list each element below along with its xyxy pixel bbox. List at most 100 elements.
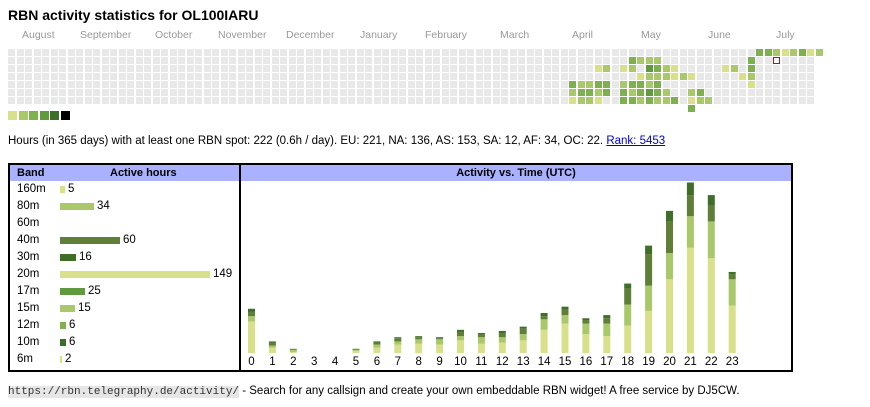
heatmap-cell [237,97,245,104]
heatmap-cell [671,57,678,64]
heatmap-cell [399,97,406,104]
heatmap-cell [229,65,236,72]
hour-bar-segment [728,271,736,275]
heatmap-cell [297,81,304,88]
heatmap-cell [577,57,585,64]
heatmap-cell [144,73,151,80]
heatmap-cell [569,65,576,72]
heatmap-cell [127,89,134,96]
heatmap-cell [416,73,423,80]
heatmap-cell [322,97,330,104]
heatmap-cell [603,89,610,96]
heatmap-cell [220,97,228,104]
heatmap-cell [654,65,661,72]
heatmap-cell [382,65,389,72]
heatmap-cell [756,73,763,80]
hour-bar-segment [457,336,464,341]
heatmap-cell [8,73,15,80]
heatmap-cell [628,73,636,80]
heatmap-cell [331,97,338,104]
band-name: 15m [17,302,40,314]
heatmap-cell [110,57,117,64]
heatmap-cell [348,89,355,96]
heatmap-cell [8,81,15,88]
heatmap-cell [492,81,500,88]
heatmap-cell [543,81,551,88]
rank-link[interactable]: Rank: 5453 [606,135,666,147]
hour-bar-segment [707,221,715,259]
heatmap-cell [739,65,746,72]
hour-bar-segment [561,306,569,310]
heatmap-cell [450,89,457,96]
legend-swatch [8,111,17,120]
hour-bar-segment [728,305,736,353]
heatmap-cell [373,49,381,56]
heatmap-cell [254,81,262,88]
hour-bar-segment [457,340,464,353]
heatmap-cell [135,89,143,96]
hour-bar-segment [540,313,548,317]
heatmap-cell [348,49,355,56]
heatmap-cell [59,97,66,104]
footer-text: - Search for any callsign and create you… [239,385,740,397]
heatmap-cell [263,97,270,104]
footer-url-link[interactable]: https://rbn.telegraphy.de/activity/ [8,386,240,398]
heatmap-cell [246,57,253,64]
heatmap-cell [373,65,381,72]
heatmap-cell [169,57,177,64]
hour-bar-segment [352,349,360,351]
heatmap-cell [628,49,636,56]
heatmap-cell [305,97,313,104]
heatmap-cell [577,49,585,56]
summary-text: Hours (in 365 days) with at least one RB… [8,135,604,147]
heatmap-cell [263,81,270,88]
heatmap-cell [645,49,653,56]
heatmap-cell [93,49,100,56]
heatmap-cell [535,97,542,104]
heatmap-cell [577,81,585,88]
heatmap-cell [705,65,712,72]
heatmap-cell [169,81,177,88]
heatmap-cell [705,57,712,64]
hour-bar-segment [603,323,611,337]
heatmap-cell [722,65,729,72]
heatmap-cell [416,81,423,88]
heatmap-cell [373,97,381,104]
heatmap-cell [807,81,814,88]
heatmap-cell [560,73,568,80]
band-name: 6m [17,353,33,365]
heatmap-cell [161,97,168,104]
heatmap-cell [161,81,168,88]
page-title: RBN activity statistics for OL100IARU [8,7,259,23]
heatmap-cell [271,49,279,56]
heatmap-cell [84,49,92,56]
heatmap-cell [526,49,534,56]
hour-tick-label: 17 [600,356,613,368]
heatmap-cell [594,97,602,104]
heatmap-cell [93,97,100,104]
hour-tick-label: 15 [559,356,572,368]
heatmap-cell [441,89,449,96]
heatmap-cell [263,49,270,56]
heatmap-cell [552,81,559,88]
heatmap-cell [458,81,466,88]
heatmap-cell [679,57,687,64]
hour-tick-label: 5 [353,356,359,368]
heatmap-cell [433,81,440,88]
hour-bar-segment [561,323,569,353]
heatmap-cell [271,57,279,64]
heatmap-cell [484,57,491,64]
heatmap-cell [645,65,653,72]
heatmap-cell [603,97,610,104]
hour-bar-segment [289,351,297,353]
heatmap-cell [152,65,160,72]
heatmap-cell [696,49,704,56]
band-hours-value: 25 [88,285,101,297]
heatmap-cell [773,81,780,88]
heatmap-cell [331,49,338,56]
heatmap-cell [254,73,262,80]
heatmap-cell [246,89,253,96]
heatmap-cell [135,97,143,104]
heatmap-cell [764,81,772,88]
heatmap-cell [620,89,627,96]
